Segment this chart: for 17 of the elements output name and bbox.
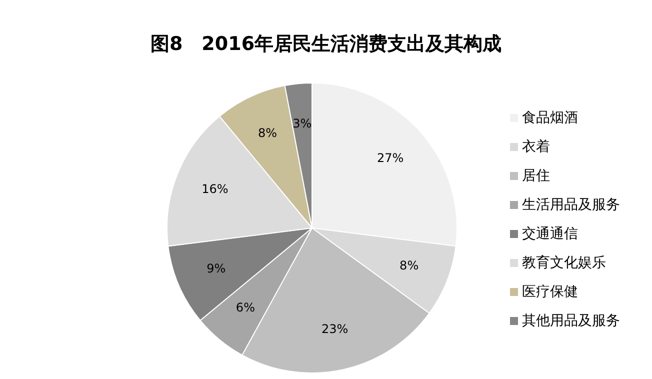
legend-label: 教育文化娱乐: [522, 254, 606, 271]
data-label: 8%: [400, 258, 419, 273]
legend-label: 交通通信: [522, 226, 578, 242]
data-label: 8%: [258, 126, 278, 140]
legend-label: 其他用品及服务: [522, 312, 620, 329]
legend-label: 食品烟酒: [522, 110, 578, 126]
data-label: 6%: [236, 300, 255, 315]
data-label: 9%: [206, 262, 226, 276]
data-label: 27%: [376, 151, 404, 166]
data-label: 16%: [202, 182, 228, 196]
data-label: 23%: [321, 322, 348, 336]
legend-label: 生活用品及服务: [522, 196, 620, 213]
data-label: 3%: [292, 116, 312, 130]
legend-label: 医疗保健: [522, 284, 578, 300]
chart-title: 图8 2016年居民生活消费支出及其构成: [150, 33, 502, 55]
legend-label: 衣着: [522, 138, 550, 155]
legend-label: 居住: [522, 168, 550, 184]
